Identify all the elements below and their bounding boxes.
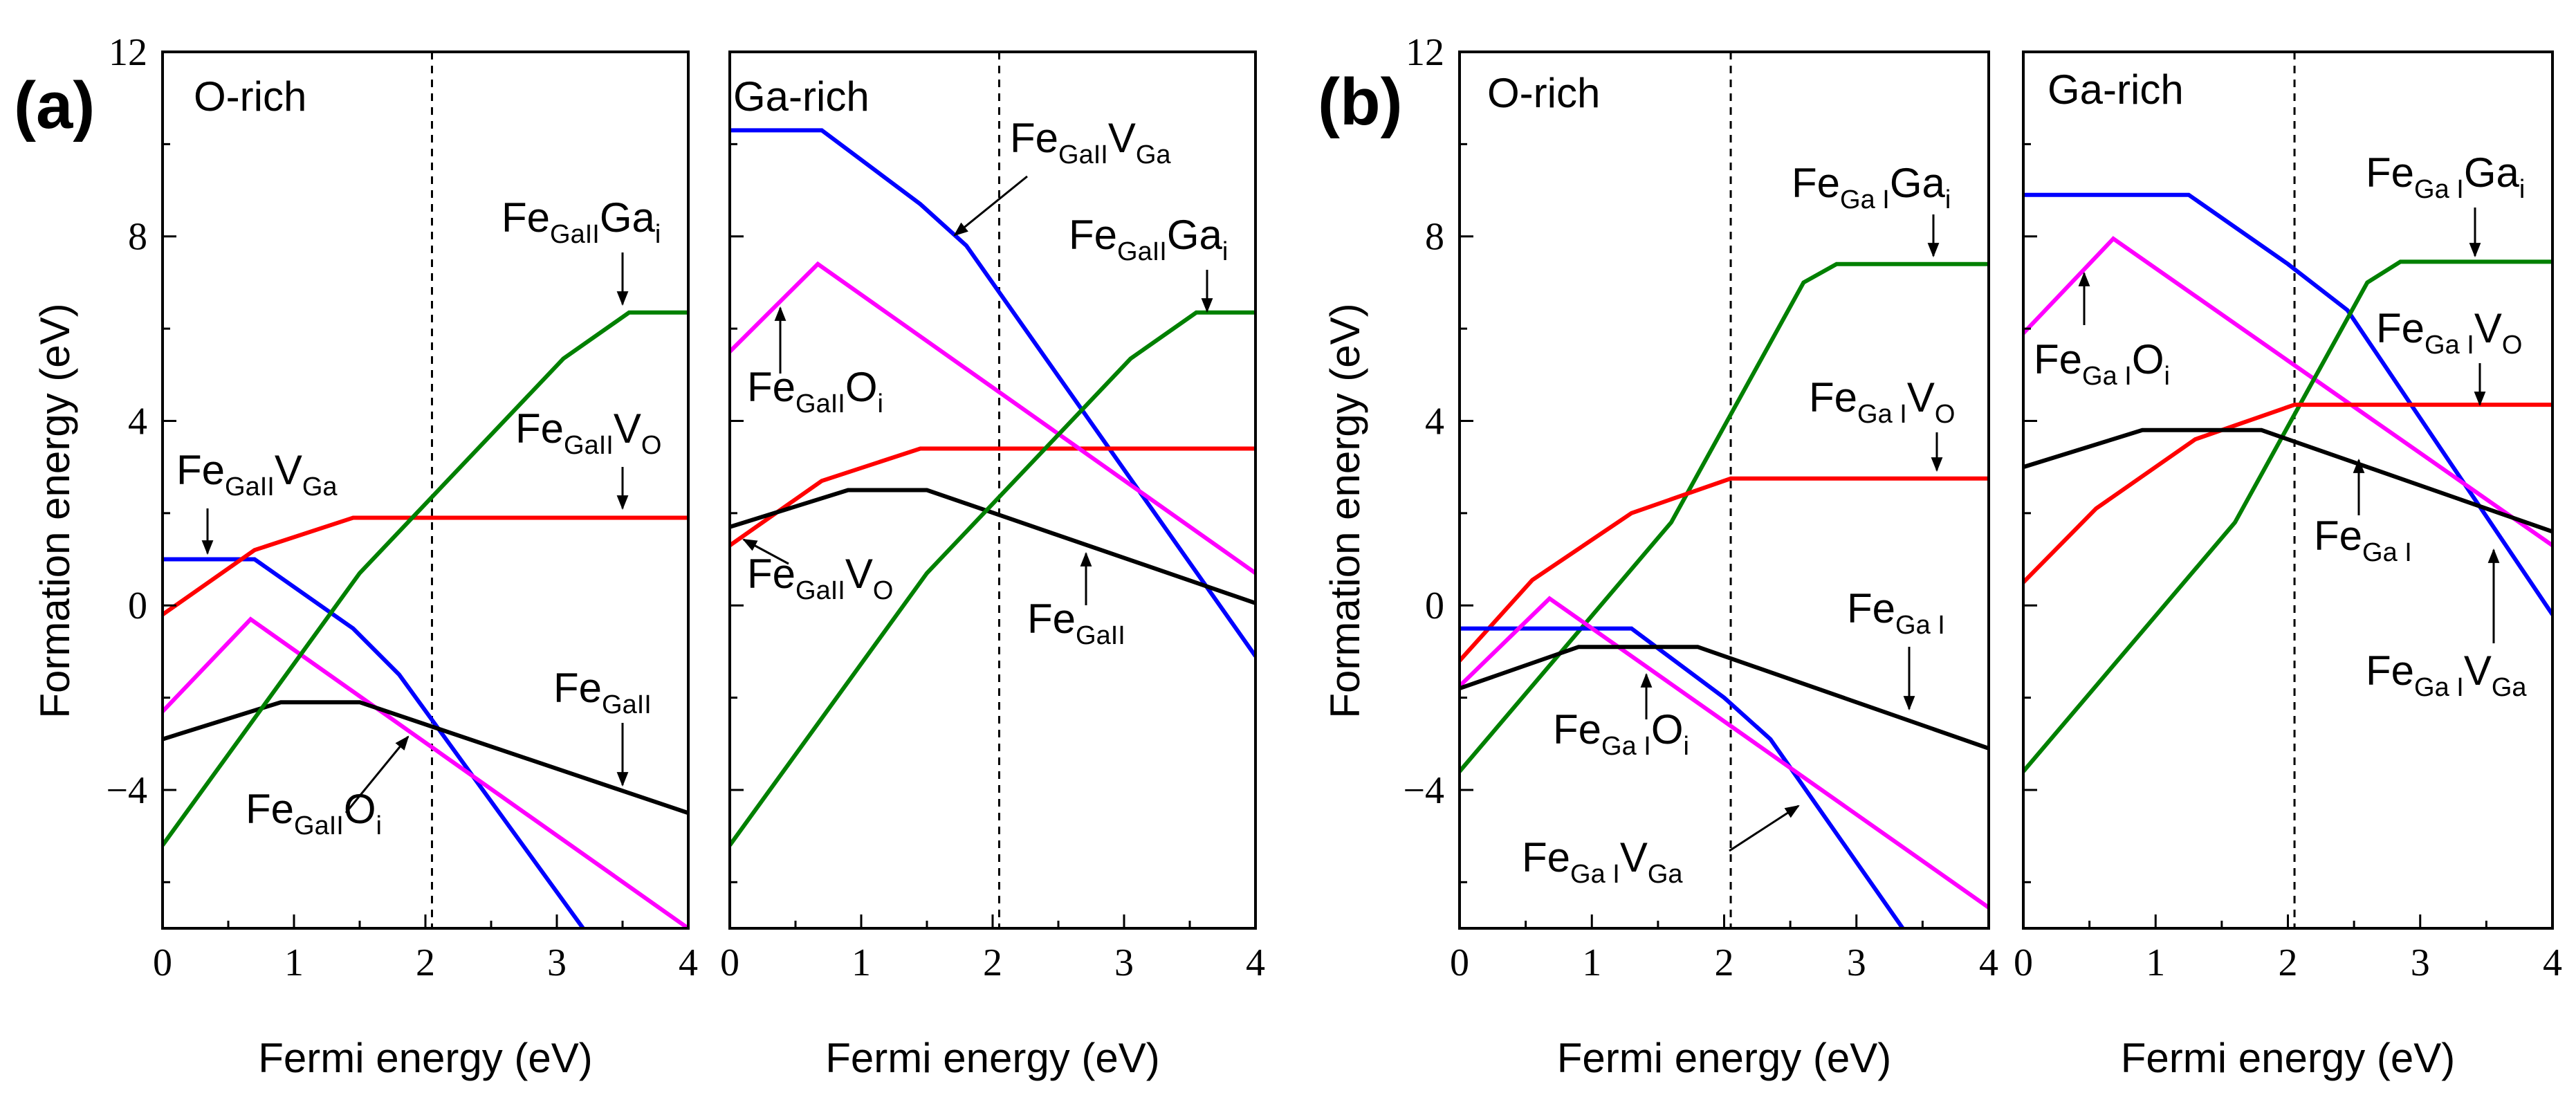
defect-annotation: FeGa IOi bbox=[1553, 706, 1689, 761]
annotation-arrow bbox=[953, 175, 1028, 237]
x-tick-label: 1 bbox=[2146, 941, 2165, 984]
series-line-fe-gaii-o-i bbox=[163, 616, 688, 928]
y-axis-label: Formation energy (eV) bbox=[1322, 303, 1368, 718]
x-tick-label: 1 bbox=[852, 941, 871, 984]
series-line-fe-gaii-ga-i bbox=[163, 310, 688, 847]
x-tick-label: 0 bbox=[153, 941, 172, 984]
panel-title: Ga-rich bbox=[733, 73, 870, 120]
panel-2: 0 1 2 3 4 Fermi energy (eV) Ga-rich FeGaIIVGa Fe… bbox=[720, 50, 1265, 1081]
series-line-fe-gaii-v-ga bbox=[163, 557, 585, 928]
x-tick-label: 3 bbox=[1847, 941, 1866, 984]
defect-annotation: FeGaIIVGa bbox=[1010, 115, 1171, 169]
x-tick-label: 3 bbox=[547, 941, 567, 984]
y-tick-label: 0 bbox=[1425, 585, 1444, 627]
series-line-fe-gaii-v-ga bbox=[730, 128, 1255, 658]
defect-annotation: FeGa IGai bbox=[1792, 160, 1951, 214]
series-line-fe-gaii-o-i bbox=[730, 261, 1255, 575]
series-line-fe-gai-o-i bbox=[1460, 596, 1989, 910]
x-tick-label: 4 bbox=[679, 941, 698, 984]
panel-label: (a) bbox=[14, 68, 95, 142]
defect-annotation: FeGa IOi bbox=[2034, 336, 2170, 391]
x-tick-label: 2 bbox=[1715, 941, 1734, 984]
x-tick-label: 0 bbox=[1450, 941, 1469, 984]
y-tick-label: 8 bbox=[128, 216, 147, 259]
x-axis-label: Fermi energy (eV) bbox=[258, 1035, 592, 1081]
x-axis-label: Fermi energy (eV) bbox=[2121, 1035, 2455, 1081]
x-tick-label: 2 bbox=[983, 941, 1002, 984]
x-tick-label: 0 bbox=[720, 941, 739, 984]
series-line-fe-gaii bbox=[730, 488, 1255, 605]
y-tick-label: 4 bbox=[1425, 400, 1444, 443]
defect-annotation: FeGa IVO bbox=[2376, 305, 2522, 360]
y-tick-label: 4 bbox=[128, 400, 147, 443]
y-tick-label: 12 bbox=[1406, 31, 1444, 74]
series-line-fe-gai-o-i bbox=[2023, 236, 2552, 547]
defect-annotation: FeGaIIGai bbox=[1069, 212, 1228, 266]
x-tick-label: 3 bbox=[2411, 941, 2430, 984]
series-line-fe-gaii-v-o bbox=[730, 446, 1255, 547]
defect-annotation: FeGaII bbox=[1027, 596, 1125, 650]
x-tick-label: 4 bbox=[1979, 941, 1998, 984]
defect-annotation: FeGa IGai bbox=[2366, 149, 2525, 204]
defect-annotation: FeGa IVGa bbox=[2366, 647, 2527, 702]
defect-annotation: FeGaIIGai bbox=[502, 194, 661, 249]
defect-annotation: FeGaIIVO bbox=[747, 551, 893, 605]
x-tick-label: 1 bbox=[1582, 941, 1601, 984]
series-line-fe-gai-ga-i bbox=[1460, 261, 1989, 773]
series-line-fe-gai-v-o bbox=[1460, 476, 1989, 663]
defect-annotation: FeGa IVGa bbox=[1522, 834, 1683, 889]
series-line-fe-gai-v-ga bbox=[1460, 626, 1905, 928]
panel-title: O-rich bbox=[1487, 70, 1600, 116]
x-tick-label: 1 bbox=[284, 941, 304, 984]
y-axis-label: Formation energy (eV) bbox=[32, 303, 78, 718]
annotation-arrow bbox=[1729, 804, 1800, 852]
x-axis-label: Fermi energy (eV) bbox=[1557, 1035, 1891, 1081]
annotation-arrow bbox=[344, 735, 410, 813]
series-line-fe-gaii-ga-i bbox=[730, 310, 1255, 847]
panel-label: (b) bbox=[1318, 65, 1403, 139]
defect-annotation: FeGa I bbox=[1847, 585, 1945, 640]
panel-title: O-rich bbox=[194, 73, 306, 120]
series-line-fe-gai-v-o bbox=[2023, 403, 2552, 585]
x-tick-label: 2 bbox=[2279, 941, 2298, 984]
y-tick-label: 0 bbox=[128, 585, 147, 627]
series-line-fe-gai-v-ga bbox=[2023, 192, 2552, 616]
defect-annotation: FeGa IVO bbox=[1809, 374, 1955, 429]
x-tick-label: 0 bbox=[2014, 941, 2033, 984]
defect-annotation: FeGaIIVGa bbox=[176, 447, 338, 502]
y-tick-label: −4 bbox=[1403, 769, 1444, 812]
panel-4: 0 1 2 3 4 Fermi energy (eV) Ga-rich FeGa IGai Fe… bbox=[2014, 50, 2562, 1081]
series-line-fe-gai-ga-i bbox=[2023, 259, 2552, 773]
series-line-fe-gai bbox=[1460, 645, 1989, 751]
y-tick-label: −4 bbox=[106, 769, 147, 812]
x-tick-label: 4 bbox=[1246, 941, 1265, 984]
x-tick-label: 4 bbox=[2543, 941, 2562, 984]
y-tick-label: 12 bbox=[109, 31, 147, 74]
series-line-fe-gaii bbox=[163, 700, 688, 816]
x-tick-label: 2 bbox=[416, 941, 435, 984]
y-tick-label: 8 bbox=[1425, 216, 1444, 259]
panel-title: Ga-rich bbox=[2048, 66, 2184, 113]
annotation-arrow bbox=[742, 538, 789, 565]
defect-annotation: FeGaIIOi bbox=[246, 786, 382, 840]
series-line-fe-gai bbox=[2023, 427, 2552, 534]
x-tick-label: 3 bbox=[1114, 941, 1134, 984]
defect-annotation: FeGaIIVO bbox=[515, 405, 661, 460]
defect-annotation: FeGaII bbox=[553, 665, 652, 719]
defect-annotation: FeGa I bbox=[2314, 513, 2412, 567]
defect-annotation: FeGaIIOi bbox=[747, 364, 883, 418]
series-line-fe-gaii-v-o bbox=[163, 515, 688, 616]
x-axis-label: Fermi energy (eV) bbox=[825, 1035, 1159, 1081]
